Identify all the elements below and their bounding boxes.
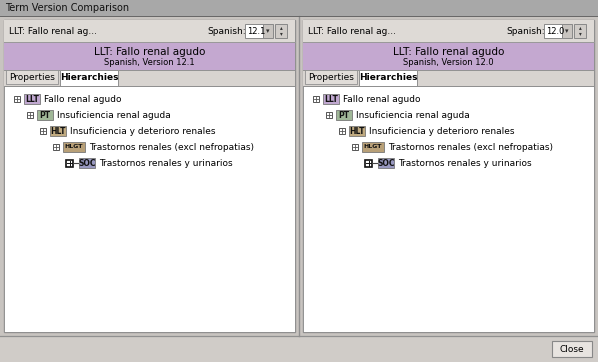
Bar	[574, 24, 586, 38]
Bar	[323, 94, 339, 104]
Text: Properties: Properties	[9, 72, 55, 81]
Bar	[303, 86, 594, 332]
Bar	[24, 94, 40, 104]
Bar	[349, 126, 365, 136]
Bar	[339, 128, 345, 134]
Text: Insuficiencia y deterioro renales: Insuficiencia y deterioro renales	[369, 126, 514, 135]
Bar	[303, 86, 594, 332]
Bar	[305, 70, 357, 84]
Text: SOC: SOC	[377, 159, 395, 168]
Bar	[362, 142, 384, 152]
Bar	[352, 144, 358, 150]
Text: HLGT: HLGT	[364, 144, 382, 150]
Text: Trastornos renales (excl nefropatias): Trastornos renales (excl nefropatias)	[388, 143, 553, 152]
Text: Fallo renal agudo: Fallo renal agudo	[343, 94, 420, 104]
Text: Insuficiencia renal aguda: Insuficiencia renal aguda	[356, 110, 470, 119]
Bar	[14, 96, 20, 102]
Text: Term Version Comparison: Term Version Comparison	[5, 3, 129, 13]
Bar	[336, 110, 352, 120]
Bar	[6, 70, 58, 84]
Text: ▴: ▴	[280, 25, 282, 30]
Bar	[562, 24, 572, 38]
Bar	[263, 24, 273, 38]
Bar	[79, 158, 95, 168]
Text: Trastornos renales y urinarios: Trastornos renales y urinarios	[398, 159, 532, 168]
Bar	[0, 0, 598, 16]
Text: LLT: Fallo renal ag...: LLT: Fallo renal ag...	[9, 26, 97, 35]
Text: Hierarchies: Hierarchies	[359, 73, 417, 83]
Bar	[60, 70, 118, 86]
Bar	[4, 86, 295, 332]
Bar	[50, 126, 66, 136]
Bar	[359, 70, 417, 86]
Bar	[40, 128, 46, 134]
Text: HLGT: HLGT	[65, 144, 83, 150]
Bar	[303, 20, 594, 332]
Text: SOC: SOC	[78, 159, 96, 168]
Bar	[66, 160, 73, 167]
Text: LLT: LLT	[25, 94, 39, 104]
Bar	[0, 336, 598, 362]
Bar	[4, 20, 295, 332]
Bar	[4, 70, 295, 86]
Bar	[245, 24, 263, 38]
Bar	[4, 42, 295, 70]
Text: PT: PT	[338, 110, 350, 119]
Bar	[544, 24, 562, 38]
Text: Properties: Properties	[308, 72, 354, 81]
Bar	[63, 142, 85, 152]
Text: ▴: ▴	[579, 25, 581, 30]
Text: Close: Close	[560, 345, 584, 354]
Text: Spanish, Version 12.1: Spanish, Version 12.1	[104, 58, 195, 67]
Bar	[4, 86, 295, 332]
Text: ▾: ▾	[579, 31, 581, 37]
Bar	[0, 16, 598, 336]
Text: Spanish:: Spanish:	[506, 26, 545, 35]
Text: LLT: Fallo renal agudo: LLT: Fallo renal agudo	[393, 47, 504, 57]
Bar	[326, 112, 332, 118]
Bar	[53, 144, 59, 150]
Bar	[303, 42, 594, 70]
Text: 12.0: 12.0	[546, 26, 565, 35]
Text: Insuficiencia y deterioro renales: Insuficiencia y deterioro renales	[70, 126, 215, 135]
Text: 12.1: 12.1	[247, 26, 266, 35]
Text: Spanish:: Spanish:	[207, 26, 246, 35]
Text: Trastornos renales (excl nefropatias): Trastornos renales (excl nefropatias)	[89, 143, 254, 152]
Text: HLT: HLT	[50, 126, 66, 135]
Bar	[275, 24, 287, 38]
Bar	[37, 110, 53, 120]
Text: HLT: HLT	[349, 126, 365, 135]
Bar	[303, 20, 594, 42]
Bar	[303, 70, 594, 86]
Bar	[365, 160, 372, 167]
Text: Spanish, Version 12.0: Spanish, Version 12.0	[403, 58, 494, 67]
Text: Insuficiencia renal aguda: Insuficiencia renal aguda	[57, 110, 171, 119]
Text: Trastornos renales y urinarios: Trastornos renales y urinarios	[99, 159, 233, 168]
Bar	[552, 341, 592, 357]
Text: Fallo renal agudo: Fallo renal agudo	[44, 94, 121, 104]
Text: PT: PT	[39, 110, 51, 119]
Bar	[378, 158, 394, 168]
Bar	[4, 20, 295, 42]
Text: ▾: ▾	[565, 28, 569, 34]
Text: Hierarchies: Hierarchies	[60, 73, 118, 83]
Text: LLT: Fallo renal agudo: LLT: Fallo renal agudo	[94, 47, 205, 57]
Text: LLT: Fallo renal ag...: LLT: Fallo renal ag...	[308, 26, 396, 35]
Bar	[27, 112, 33, 118]
Bar	[313, 96, 319, 102]
Text: ▾: ▾	[266, 28, 270, 34]
Text: LLT: LLT	[324, 94, 338, 104]
Text: ▾: ▾	[280, 31, 282, 37]
